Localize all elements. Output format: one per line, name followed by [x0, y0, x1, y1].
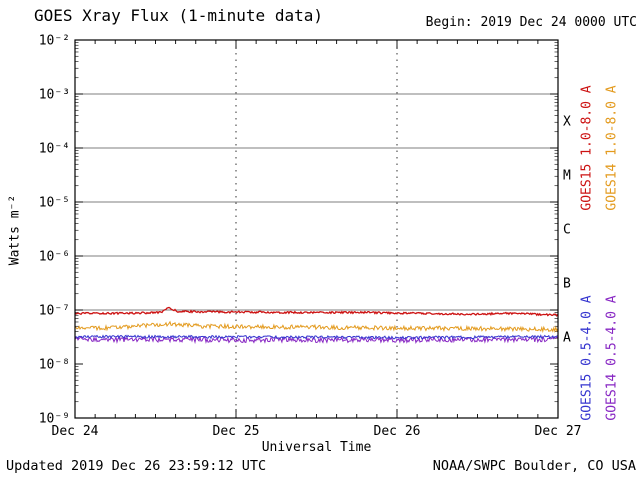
legend-goes15-short: GOES15 0.5-4.0 A — [579, 295, 595, 421]
x-axis-label: Universal Time — [261, 440, 372, 455]
flare-class-letter-a: A — [563, 331, 571, 346]
trace-goes14-0.5-4.0-a — [74, 335, 559, 345]
y-tick-label: 10⁻⁶ — [39, 250, 70, 265]
x-tick-label: Dec 25 — [213, 424, 260, 439]
y-tick-label: 10⁻⁴ — [39, 142, 70, 157]
y-tick-label: 10⁻³ — [39, 88, 70, 103]
flare-class-letter-m: M — [563, 169, 571, 184]
legend-goes14-short: GOES14 0.5-4.0 A — [604, 295, 620, 421]
trace-goes15-1.0-8.0-a — [74, 306, 559, 317]
trace-goes14-1.0-8.0-a — [74, 320, 559, 334]
y-tick-label: 10⁻⁵ — [39, 196, 70, 211]
y-tick-label: 10⁻⁷ — [39, 304, 70, 319]
chart-title: GOES Xray Flux (1-minute data) — [34, 6, 323, 25]
legend-goes15-long: GOES15 1.0-8.0 A — [579, 85, 595, 211]
x-tick-label: Dec 24 — [52, 424, 99, 439]
x-tick-label: Dec 27 — [535, 424, 582, 439]
y-tick-label: 10⁻⁹ — [39, 412, 70, 427]
x-tick-label: Dec 26 — [374, 424, 421, 439]
begin-timestamp: Begin: 2019 Dec 24 0000 UTC — [425, 15, 637, 30]
trace-goes15-0.5-4.0-a — [74, 334, 558, 340]
y-tick-label: 10⁻⁸ — [39, 358, 70, 373]
y-tick-label: 10⁻² — [39, 34, 70, 49]
legend-goes14-long: GOES14 1.0-8.0 A — [604, 85, 620, 211]
flare-class-letter-b: B — [563, 277, 571, 292]
updated-timestamp: Updated 2019 Dec 26 23:59:12 UTC — [6, 458, 267, 474]
flare-class-letter-x: X — [563, 115, 571, 130]
flare-class-letter-c: C — [563, 223, 571, 238]
credit-text: NOAA/SWPC Boulder, CO USA — [432, 458, 636, 474]
plot-frame — [74, 39, 559, 419]
